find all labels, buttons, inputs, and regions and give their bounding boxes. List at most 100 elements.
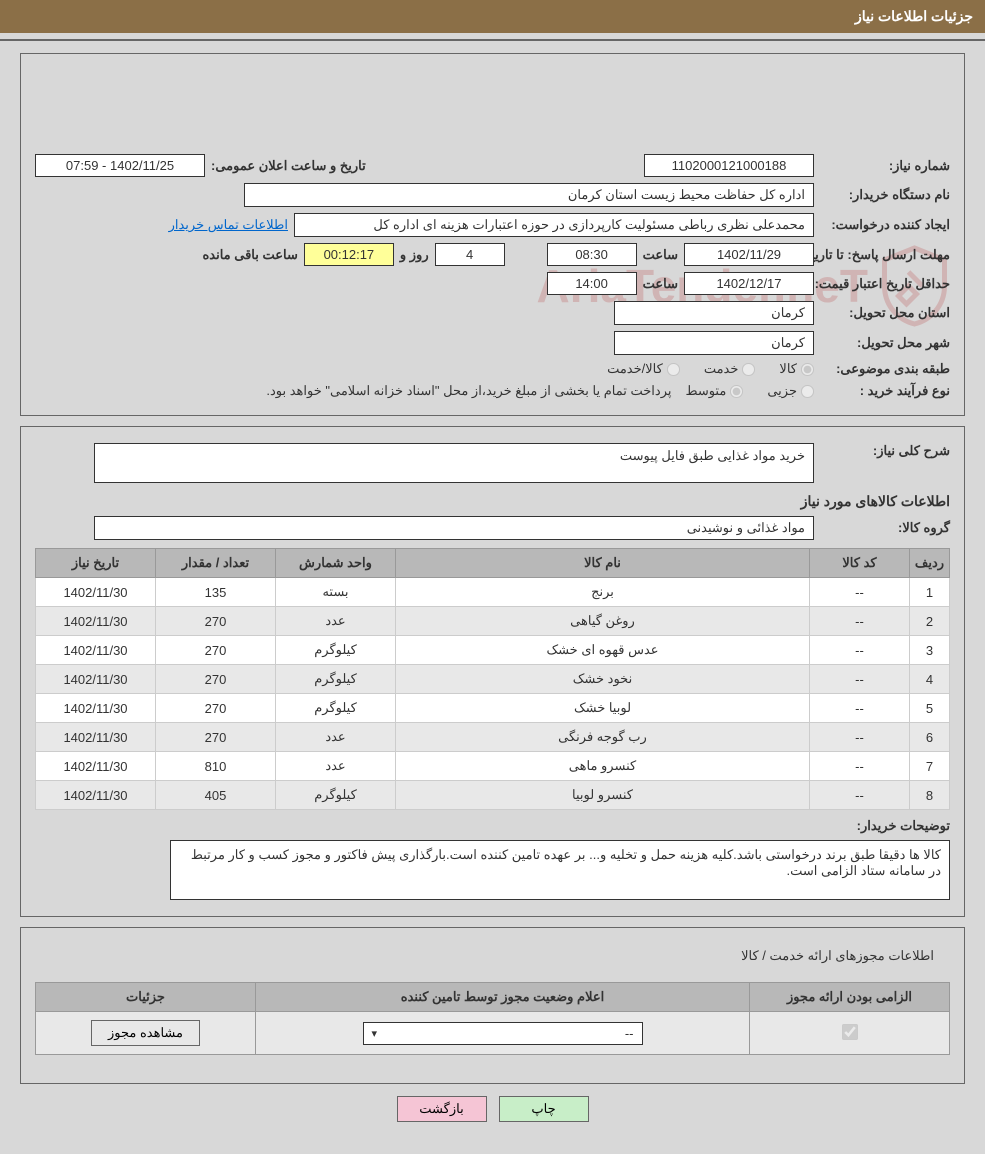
time-label-1: ساعت <box>643 247 678 263</box>
cell-name: کنسرو ماهی <box>396 752 810 781</box>
cell-qty: 810 <box>156 752 276 781</box>
cell-name: روغن گیاهی <box>396 607 810 636</box>
process-radio-group: جزیی متوسط <box>685 383 814 399</box>
cell-name: عدس قهوه ای خشک <box>396 636 810 665</box>
table-row: 5--لوبیا خشککیلوگرم2701402/11/30 <box>36 694 950 723</box>
radio-goods[interactable]: کالا <box>779 361 814 377</box>
page-title: جزئیات اطلاعات نیاز <box>855 8 973 24</box>
cell-code: -- <box>810 723 910 752</box>
need-no-value: 1102000121000188 <box>644 154 814 177</box>
cell-date: 1402/11/30 <box>36 694 156 723</box>
cell-code: -- <box>810 781 910 810</box>
cell-unit: کیلوگرم <box>276 636 396 665</box>
cell-unit: کیلوگرم <box>276 694 396 723</box>
announce-value: 1402/11/25 - 07:59 <box>35 154 205 177</box>
col-code: کد کالا <box>810 549 910 578</box>
cell-name: برنج <box>396 578 810 607</box>
goods-table: ردیف کد کالا نام کالا واحد شمارش تعداد /… <box>35 548 950 810</box>
cell-date: 1402/11/30 <box>36 781 156 810</box>
back-button[interactable]: بازگشت <box>397 1096 487 1122</box>
goods-group-value: مواد غذائی و نوشیدنی <box>94 516 814 540</box>
status-select[interactable]: -- ▾ <box>363 1022 643 1045</box>
cell-unit: عدد <box>276 607 396 636</box>
info-panel: AriaTender.neT شماره نیاز: 1102000121000… <box>20 53 965 416</box>
cell-qty: 135 <box>156 578 276 607</box>
table-row: 3--عدس قهوه ای خشککیلوگرم2701402/11/30 <box>36 636 950 665</box>
contact-link[interactable]: اطلاعات تماس خریدار <box>169 217 288 233</box>
cell-code: -- <box>810 578 910 607</box>
cell-qty: 270 <box>156 636 276 665</box>
radio-service[interactable]: خدمت <box>704 361 756 377</box>
table-row: 1--برنجبسته1351402/11/30 <box>36 578 950 607</box>
need-desc-textarea[interactable]: خرید مواد غذایی طبق فایل پیوست <box>94 443 814 483</box>
deadline-date: 1402/11/29 <box>684 243 814 266</box>
goods-group-label: گروه کالا: <box>820 520 950 536</box>
status-value: -- <box>625 1026 634 1041</box>
cell-unit: عدد <box>276 723 396 752</box>
cell-qty: 270 <box>156 694 276 723</box>
cell-name: کنسرو لوبیا <box>396 781 810 810</box>
city-label: شهر محل تحویل: <box>820 335 950 351</box>
requester-value: محمدعلی نظری رباطی مسئولیت کارپردازی در … <box>294 213 814 237</box>
category-label: طبقه بندی موضوعی: <box>820 361 950 377</box>
deadline-label: مهلت ارسال پاسخ: تا تاریخ: <box>820 247 950 263</box>
payment-note: پرداخت تمام یا بخشی از مبلغ خرید،از محل … <box>266 383 671 399</box>
buyer-org-value: اداره کل حفاظت محیط زیست استان کرمان <box>244 183 814 207</box>
action-buttons: چاپ بازگشت <box>0 1096 985 1122</box>
radio-goods-service[interactable]: کالا/خدمت <box>607 361 680 377</box>
col-row: ردیف <box>910 549 950 578</box>
col-unit: واحد شمارش <box>276 549 396 578</box>
mandatory-checkbox[interactable] <box>842 1024 858 1040</box>
page-header: جزئیات اطلاعات نیاز <box>0 0 985 33</box>
cell-name: رب گوجه فرنگی <box>396 723 810 752</box>
divider <box>0 39 985 41</box>
col-date: تاریخ نیاز <box>36 549 156 578</box>
cell-n: 2 <box>910 607 950 636</box>
table-row: 8--کنسرو لوبیاکیلوگرم4051402/11/30 <box>36 781 950 810</box>
cell-date: 1402/11/30 <box>36 665 156 694</box>
cell-qty: 270 <box>156 607 276 636</box>
cell-date: 1402/11/30 <box>36 636 156 665</box>
goods-info-heading: اطلاعات کالاهای مورد نیاز <box>35 493 950 510</box>
cell-n: 5 <box>910 694 950 723</box>
table-row: 6--رب گوجه فرنگیعدد2701402/11/30 <box>36 723 950 752</box>
requester-label: ایجاد کننده درخواست: <box>820 217 950 233</box>
cell-n: 1 <box>910 578 950 607</box>
cell-unit: کیلوگرم <box>276 665 396 694</box>
col-qty: تعداد / مقدار <box>156 549 276 578</box>
cell-qty: 270 <box>156 723 276 752</box>
buyer-org-label: نام دستگاه خریدار: <box>820 187 950 203</box>
province-label: استان محل تحویل: <box>820 305 950 321</box>
cell-date: 1402/11/30 <box>36 723 156 752</box>
cell-code: -- <box>810 694 910 723</box>
cell-unit: کیلوگرم <box>276 781 396 810</box>
deadline-time: 08:30 <box>547 243 637 266</box>
days-and-label: روز و <box>400 247 429 263</box>
view-permission-button[interactable]: مشاهده مجوز <box>91 1020 200 1046</box>
radio-partial[interactable]: جزیی <box>767 383 814 399</box>
cell-code: -- <box>810 607 910 636</box>
table-row: 7--کنسرو ماهیعدد8101402/11/30 <box>36 752 950 781</box>
buyer-notes-textarea[interactable]: کالا ها دقیقا طبق برند درخواستی باشد.کلی… <box>170 840 950 900</box>
validity-date: 1402/12/17 <box>684 272 814 295</box>
chevron-down-icon: ▾ <box>372 1027 378 1040</box>
radio-medium[interactable]: متوسط <box>685 383 743 399</box>
col-status: اعلام وضعیت مجوز توسط تامین کننده <box>256 983 750 1012</box>
description-panel: شرح کلی نیاز: خرید مواد غذایی طبق فایل پ… <box>20 426 965 917</box>
table-row: 2--روغن گیاهیعدد2701402/11/30 <box>36 607 950 636</box>
category-radio-group: کالا خدمت کالا/خدمت <box>607 361 814 377</box>
time-label-2: ساعت <box>643 276 678 292</box>
city-value: کرمان <box>614 331 814 355</box>
cell-code: -- <box>810 636 910 665</box>
permissions-table: الزامی بودن ارائه مجوز اعلام وضعیت مجوز … <box>35 982 950 1055</box>
cell-qty: 405 <box>156 781 276 810</box>
cell-n: 3 <box>910 636 950 665</box>
col-mandatory: الزامی بودن ارائه مجوز <box>750 983 950 1012</box>
days-remaining: 4 <box>435 243 505 266</box>
print-button[interactable]: چاپ <box>499 1096 589 1122</box>
announce-label: تاریخ و ساعت اعلان عمومی: <box>211 158 366 174</box>
cell-date: 1402/11/30 <box>36 752 156 781</box>
cell-name: نخود خشک <box>396 665 810 694</box>
permissions-panel: اطلاعات مجوزهای ارائه خدمت / کالا الزامی… <box>20 927 965 1084</box>
countdown: 00:12:17 <box>304 243 394 266</box>
